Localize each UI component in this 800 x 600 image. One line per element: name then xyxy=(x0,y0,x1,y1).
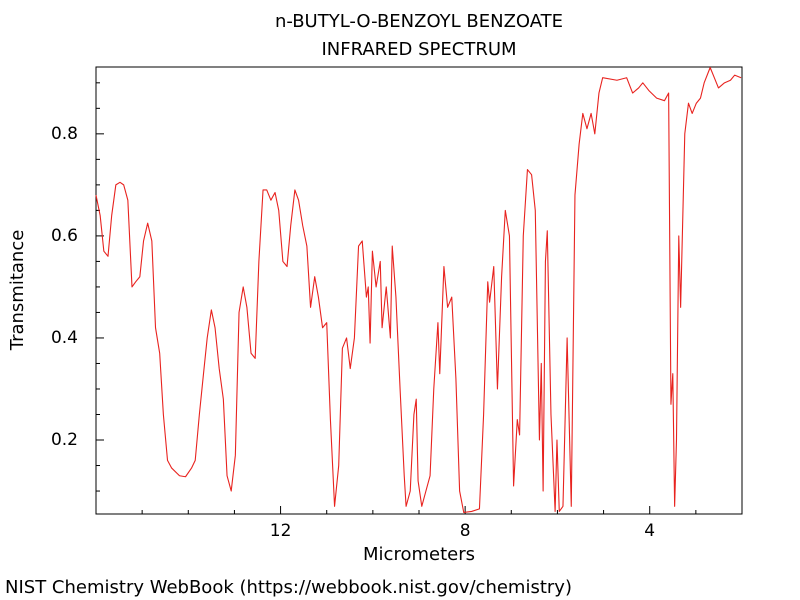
chart-title: n-BUTYL-O-BENZOYL BENZOATE xyxy=(275,11,563,32)
y-axis-label: Transmitance xyxy=(7,230,28,352)
y-tick-label: 0.2 xyxy=(51,430,78,450)
spectrum-line xyxy=(95,66,742,514)
x-tick-label: 12 xyxy=(270,521,292,541)
y-tick-label: 0.8 xyxy=(51,124,78,144)
x-tick-label: 4 xyxy=(644,521,655,541)
y-tick-label: 0.4 xyxy=(51,328,78,348)
x-tick-label: 8 xyxy=(460,521,471,541)
source-note: NIST Chemistry WebBook (https://webbook.… xyxy=(5,577,572,598)
x-axis-label: Micrometers xyxy=(363,544,475,565)
plot-frame xyxy=(95,66,743,515)
chart-subtitle: INFRARED SPECTRUM xyxy=(321,39,516,60)
y-tick-label: 0.6 xyxy=(51,226,78,246)
